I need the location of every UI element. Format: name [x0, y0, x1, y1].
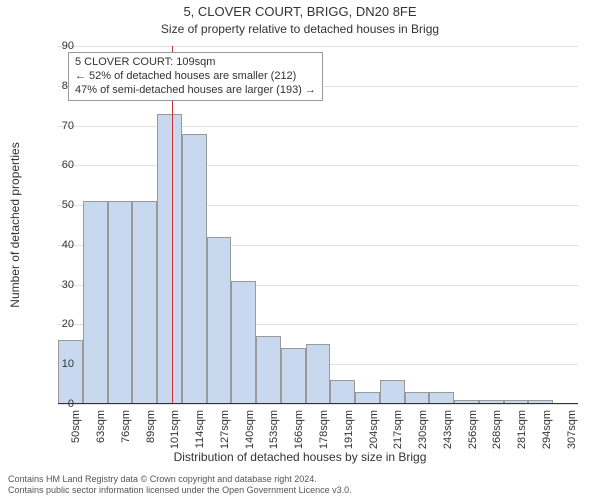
histogram-bar	[380, 380, 405, 404]
y-tick-label: 40	[44, 239, 74, 251]
histogram-bar	[207, 237, 232, 404]
histogram-bar	[306, 344, 331, 404]
histogram-bar	[256, 336, 281, 404]
histogram-bar	[58, 340, 83, 404]
histogram-bar	[83, 201, 108, 404]
annotation-line: 47% of semi-detached houses are larger (…	[75, 84, 316, 98]
grid-line	[58, 165, 578, 166]
y-tick-label: 10	[44, 358, 74, 370]
y-tick-label: 20	[44, 318, 74, 330]
y-tick-label: 60	[44, 159, 74, 171]
y-tick-label: 70	[44, 120, 74, 132]
annotation-line: ← 52% of detached houses are smaller (21…	[75, 70, 316, 84]
histogram-bar	[157, 114, 182, 404]
x-axis-baseline	[58, 403, 578, 404]
footer-attribution: Contains HM Land Registry data © Crown c…	[8, 474, 352, 496]
annotation-box: 5 CLOVER COURT: 109sqm← 52% of detached …	[68, 52, 323, 101]
y-tick-label: 90	[44, 40, 74, 52]
grid-line	[58, 126, 578, 127]
histogram-bar	[108, 201, 133, 404]
grid-line	[58, 46, 578, 47]
grid-line	[58, 404, 578, 405]
chart-container: 5, CLOVER COURT, BRIGG, DN20 8FE Size of…	[0, 0, 600, 500]
histogram-bar	[330, 380, 355, 404]
histogram-bar	[132, 201, 157, 404]
y-axis-label: Number of detached properties	[8, 142, 22, 307]
footer-line-1: Contains HM Land Registry data © Crown c…	[8, 474, 352, 485]
x-axis-label: Distribution of detached houses by size …	[0, 450, 600, 464]
annotation-line: 5 CLOVER COURT: 109sqm	[75, 56, 316, 70]
histogram-bar	[281, 348, 306, 404]
y-tick-label: 50	[44, 199, 74, 211]
chart-title: 5, CLOVER COURT, BRIGG, DN20 8FE	[0, 4, 600, 19]
histogram-bar	[231, 281, 256, 404]
footer-line-2: Contains public sector information licen…	[8, 485, 352, 496]
y-tick-label: 30	[44, 279, 74, 291]
chart-subtitle: Size of property relative to detached ho…	[0, 22, 600, 36]
histogram-bar	[182, 134, 207, 404]
y-tick-label: 0	[44, 398, 74, 410]
